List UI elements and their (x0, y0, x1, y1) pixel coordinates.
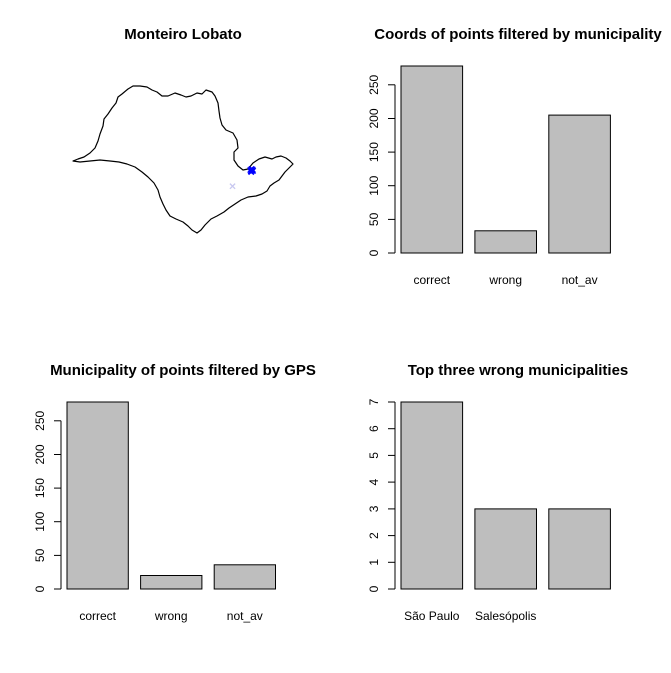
category-label: São Paulo (404, 609, 460, 623)
y-tick-label: 4 (367, 478, 381, 485)
category-label: correct (413, 273, 450, 287)
y-tick-label: 0 (33, 585, 47, 592)
bar-2 (474, 230, 537, 254)
chart-title: Coords of points filtered by municipalit… (374, 26, 662, 43)
bar-3 (548, 508, 611, 590)
chart-title: Top three wrong municipalities (408, 362, 629, 379)
bar-1 (400, 401, 464, 590)
map-point-marker (229, 183, 236, 190)
bar-3 (213, 564, 276, 590)
bar-2 (140, 575, 203, 590)
y-tick-label: 6 (367, 425, 381, 432)
map-panel-title: Monteiro Lobato (124, 26, 241, 43)
y-tick-label: 250 (33, 410, 47, 430)
category-label: wrong (488, 273, 522, 287)
chart-title: Municipality of points filtered by GPS (50, 362, 316, 379)
category-label: not_av (562, 273, 598, 287)
bar-chart-gps-filter: Municipality of points filtered by GPS c… (33, 362, 316, 623)
bar-chart-top-wrong-municipalities: Top three wrong municipalities São Paulo… (367, 362, 628, 623)
category-label: wrong (154, 609, 188, 623)
map-point-marker (248, 165, 255, 172)
y-tick-label: 2 (367, 532, 381, 539)
bar-1 (66, 401, 129, 590)
y-tick-label: 100 (33, 511, 47, 531)
y-tick-label: 200 (33, 444, 47, 464)
y-tick-label: 100 (367, 175, 381, 195)
map-points (229, 165, 257, 190)
bar-3 (548, 114, 611, 254)
y-tick-label: 200 (367, 108, 381, 128)
map-panel: Monteiro Lobato (72, 26, 294, 234)
bar-1 (400, 65, 464, 254)
y-tick-label: 0 (367, 249, 381, 256)
y-tick-label: 3 (367, 505, 381, 512)
category-label: Salesópolis (475, 609, 536, 623)
bar-chart-municipality-filter: Coords of points filtered by municipalit… (367, 26, 662, 287)
category-label: correct (79, 609, 116, 623)
y-tick-label: 150 (33, 478, 47, 498)
y-tick-label: 0 (367, 585, 381, 592)
y-tick-label: 50 (367, 212, 381, 226)
y-tick-label: 5 (367, 452, 381, 459)
bar-2 (474, 508, 537, 590)
y-tick-label: 150 (367, 142, 381, 162)
sao-paulo-state-outline (72, 85, 294, 234)
category-label: not_av (227, 609, 263, 623)
y-tick-label: 7 (367, 398, 381, 405)
y-tick-label: 250 (367, 74, 381, 94)
y-tick-label: 1 (367, 559, 381, 566)
y-tick-label: 50 (33, 548, 47, 562)
